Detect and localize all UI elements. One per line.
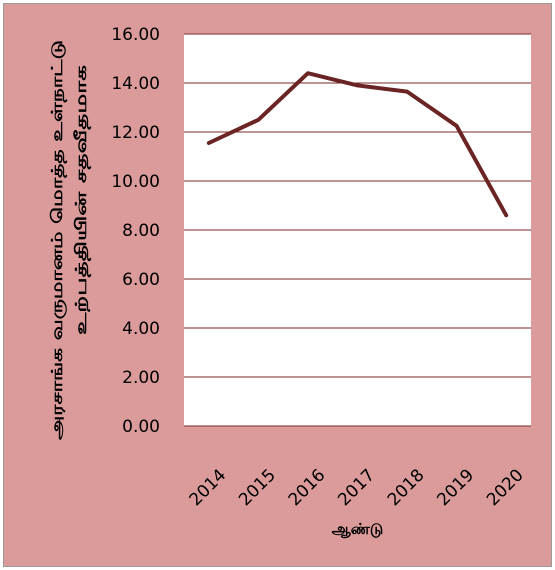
y-tick-label-1: 2.00	[122, 368, 160, 388]
y-tick-label-3: 6.00	[122, 270, 160, 290]
y-tick-label-2: 4.00	[122, 319, 160, 339]
y-tick-label-5: 10.00	[111, 172, 160, 192]
y-tick-label-0: 0.00	[122, 417, 160, 437]
series-layer	[206, 71, 509, 218]
y-tick-label-6: 12.00	[111, 123, 160, 143]
y-tick-label-4: 8.00	[122, 221, 160, 241]
series-line-0	[206, 71, 509, 218]
x-axis-title: ஆண்டு	[332, 520, 383, 538]
y-axis-title-line-1: அரசாங்க வருமானம் மொத்த உள்நாட்டு	[48, 40, 67, 440]
y-tick-labels: 0.00 2.00 4.00 6.00 8.00 10.00 12.00 14.00 16.00	[111, 25, 160, 437]
y-tick-label-7: 14.00	[111, 74, 160, 94]
y-tick-label-8: 16.00	[111, 25, 160, 45]
y-axis-title-line-2: உற்பத்தியின் சதவீதமாக	[72, 64, 91, 335]
gridlines	[184, 33, 531, 427]
chart-svg: 0.00 2.00 4.00 6.00 8.00 10.00 12.00 14.00 16.00…	[4, 4, 551, 566]
chart-frame: 0.00 2.00 4.00 6.00 8.00 10.00 12.00 14.00 16.00…	[3, 3, 552, 567]
